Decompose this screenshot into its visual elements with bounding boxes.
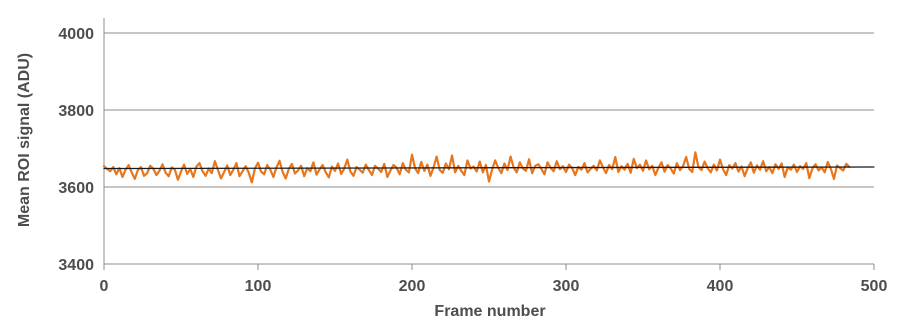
y-tick-label: 3400 — [58, 257, 94, 274]
trend-line — [103, 166, 875, 170]
x-tick-label: 200 — [399, 278, 426, 295]
y-tick-label: 3800 — [58, 103, 94, 120]
series-layer — [102, 151, 875, 184]
x-tick-label: 400 — [707, 278, 734, 295]
x-tick-label: 500 — [861, 278, 888, 295]
y-axis-ticks: 4000 3800 3600 3400 — [58, 26, 94, 274]
x-tick-label: 300 — [553, 278, 580, 295]
y-axis-title: Mean ROI signal (ADU) — [16, 53, 33, 227]
x-tick-label: 100 — [245, 278, 272, 295]
y-tick-label: 4000 — [58, 26, 94, 43]
x-axis-title: Frame number — [434, 303, 545, 320]
y-tick-label: 3600 — [58, 180, 94, 197]
x-axis-ticks: 0 100 200 300 400 500 — [100, 264, 888, 295]
horizontal-gridlines — [104, 32, 874, 265]
x-tick-label: 0 — [100, 278, 109, 295]
